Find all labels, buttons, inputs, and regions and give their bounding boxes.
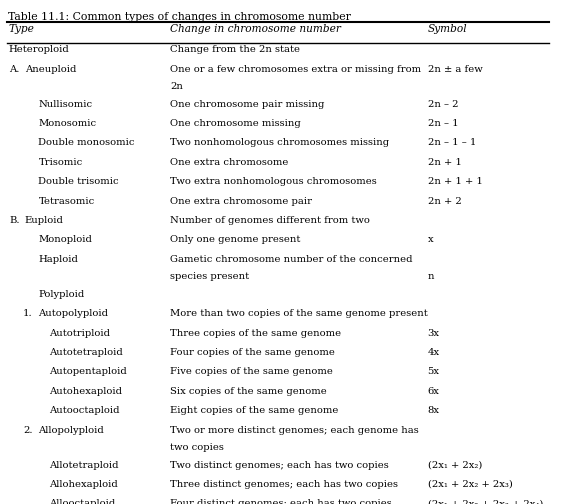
Text: Autopolyploid: Autopolyploid [38,309,108,318]
Text: Change in chromosome number: Change in chromosome number [170,25,341,34]
Text: Two nonhomologous chromosomes missing: Two nonhomologous chromosomes missing [170,139,389,148]
Text: Two or more distinct genomes; each genome has: Two or more distinct genomes; each genom… [170,426,419,434]
Text: Three copies of the same genome: Three copies of the same genome [170,329,341,338]
Text: Autooctaploid: Autooctaploid [50,406,120,415]
Text: (2x₁ + 2x₂ + 2x₃): (2x₁ + 2x₂ + 2x₃) [428,480,512,489]
Text: (2x₁ + 2x₂ + 2x₃ + 2x₄): (2x₁ + 2x₂ + 2x₃ + 2x₄) [428,499,543,504]
Text: Allotetraploid: Allotetraploid [50,461,119,470]
Text: Two distinct genomes; each has two copies: Two distinct genomes; each has two copie… [170,461,389,470]
Text: Two extra nonhomologous chromosomes: Two extra nonhomologous chromosomes [170,177,377,186]
Text: Six copies of the same genome: Six copies of the same genome [170,387,327,396]
Text: Aneuploid: Aneuploid [25,65,76,74]
Text: x: x [428,235,433,244]
Text: B.: B. [9,216,19,225]
Text: 4x: 4x [428,348,439,357]
Text: Number of genomes different from two: Number of genomes different from two [170,216,370,225]
Text: 2n + 1 + 1: 2n + 1 + 1 [428,177,482,186]
Text: Double trisomic: Double trisomic [38,177,119,186]
Text: Allooctaploid: Allooctaploid [50,499,116,504]
Text: 2n + 1: 2n + 1 [428,158,462,167]
Text: Table 11.1: Common types of changes in chromosome number: Table 11.1: Common types of changes in c… [8,12,351,22]
Text: Nullisomic: Nullisomic [38,100,92,109]
Text: 1.: 1. [23,309,32,318]
Text: 2n ± a few: 2n ± a few [428,65,482,74]
Text: Double monosomic: Double monosomic [38,139,135,148]
Text: n: n [428,272,434,281]
Text: species present: species present [170,272,249,281]
Text: Trisomic: Trisomic [38,158,83,167]
Text: One or a few chromosomes extra or missing from: One or a few chromosomes extra or missin… [170,65,421,74]
Text: 2n – 1 – 1: 2n – 1 – 1 [428,139,476,148]
Text: 6x: 6x [428,387,439,396]
Text: Polyploid: Polyploid [38,290,85,299]
Text: (2x₁ + 2x₂): (2x₁ + 2x₂) [428,461,482,470]
Text: Eight copies of the same genome: Eight copies of the same genome [170,406,339,415]
Text: Heteroploid: Heteroploid [8,45,69,54]
Text: Autotetraploid: Autotetraploid [50,348,123,357]
Text: Five copies of the same genome: Five copies of the same genome [170,367,333,376]
Text: 8x: 8x [428,406,439,415]
Text: Allohexaploid: Allohexaploid [50,480,119,489]
Text: Type: Type [8,25,34,34]
Text: two copies: two copies [170,443,224,452]
Text: 2n + 2: 2n + 2 [428,197,461,206]
Text: Autopentaploid: Autopentaploid [50,367,127,376]
Text: Autotriploid: Autotriploid [50,329,111,338]
Text: One extra chromosome: One extra chromosome [170,158,288,167]
Text: Autohexaploid: Autohexaploid [50,387,123,396]
Text: Gametic chromosome number of the concerned: Gametic chromosome number of the concern… [170,255,413,264]
Text: 2n – 1: 2n – 1 [428,119,458,128]
Text: Euploid: Euploid [25,216,63,225]
Text: Only one genome present: Only one genome present [170,235,300,244]
Text: Monosomic: Monosomic [38,119,96,128]
Text: Three distinct genomes; each has two copies: Three distinct genomes; each has two cop… [170,480,398,489]
Text: Haploid: Haploid [38,255,78,264]
Text: Change from the 2n state: Change from the 2n state [170,45,300,54]
Text: One extra chromosome pair: One extra chromosome pair [170,197,312,206]
Text: More than two copies of the same genome present: More than two copies of the same genome … [170,309,428,318]
Text: 5x: 5x [428,367,439,376]
Text: 2n: 2n [170,82,183,91]
Text: Symbol: Symbol [428,25,467,34]
Text: 3x: 3x [428,329,439,338]
Text: A.: A. [9,65,19,74]
Text: Four distinct genomes; each has two copies: Four distinct genomes; each has two copi… [170,499,392,504]
Text: 2n – 2: 2n – 2 [428,100,458,109]
Text: 2.: 2. [23,426,32,434]
Text: Allopolyploid: Allopolyploid [38,426,104,434]
Text: Tetrasomic: Tetrasomic [38,197,95,206]
Text: Four copies of the same genome: Four copies of the same genome [170,348,335,357]
Text: One chromosome missing: One chromosome missing [170,119,301,128]
Text: Monoploid: Monoploid [38,235,92,244]
Text: One chromosome pair missing: One chromosome pair missing [170,100,324,109]
